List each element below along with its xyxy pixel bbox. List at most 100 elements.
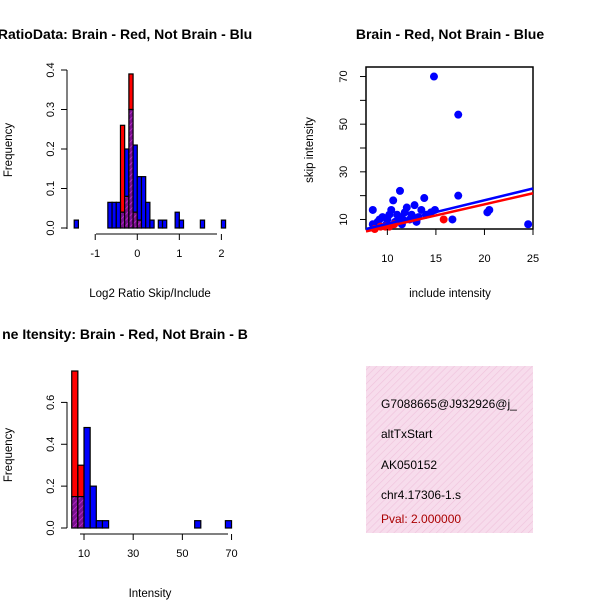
ratio-histogram-bar-blue bbox=[124, 148, 130, 198]
scatter-point-blue bbox=[448, 215, 457, 224]
scatter-point-blue bbox=[395, 186, 404, 195]
scatter-y-ticks: 10 30 50 70 bbox=[338, 70, 366, 226]
info-line-2: altTxStart bbox=[381, 427, 433, 441]
ratio-histogram-bar-overlap bbox=[119, 211, 126, 229]
info-line-3: AK050152 bbox=[381, 458, 437, 472]
ratio-histogram-y-tick-label: 0.2 bbox=[45, 141, 57, 156]
ratio-histogram-bar-blue bbox=[136, 176, 143, 221]
scatter-point-blue bbox=[402, 203, 411, 212]
ratio-histogram-bar-overlap bbox=[128, 108, 134, 229]
scatter-ylabel: skip intensity bbox=[304, 117, 316, 183]
scatter-point-blue bbox=[410, 201, 419, 210]
intensity-histogram-bar-blue bbox=[95, 520, 104, 529]
scatter-point-blue bbox=[454, 191, 463, 200]
scatter-point-blue bbox=[383, 215, 392, 224]
intensity-scatter: Brain - Red, Not Brain - Blue 10 15 20 25 1… bbox=[304, 26, 544, 300]
ratio-histogram-bars bbox=[73, 73, 227, 229]
ratio-histogram-y-tick-label: 0.4 bbox=[45, 62, 57, 77]
intensity-histogram-bar-blue bbox=[83, 426, 91, 529]
scatter-point-blue bbox=[368, 205, 377, 214]
ratio-histogram-bar-blue bbox=[115, 201, 122, 229]
ratio-histogram-bar-blue bbox=[174, 211, 180, 229]
ratio-histogram-bar-blue bbox=[149, 219, 155, 229]
ratio-histogram: RatioData: Brain - Red, Not Brain - Blu … bbox=[0, 26, 252, 300]
intensity-histogram-bar-red bbox=[77, 464, 85, 498]
ratio-histogram-bar-blue bbox=[111, 201, 117, 229]
ratio-histogram-bar-overlap bbox=[124, 195, 130, 229]
ratio-histogram-bar-blue bbox=[178, 219, 185, 229]
ratio-histogram-bar-blue bbox=[132, 144, 138, 213]
scatter-y-tick-label: 10 bbox=[338, 213, 350, 225]
intensity-histogram-xlabel: Intensity bbox=[129, 588, 172, 600]
scatter-point-blue bbox=[420, 194, 429, 203]
scatter-point-blue bbox=[524, 220, 533, 229]
intensity-histogram-x-tick-label: 70 bbox=[225, 548, 237, 560]
ratio-histogram-ylabel: Frequency bbox=[3, 123, 15, 178]
scatter-xlabel: include intensity bbox=[409, 288, 491, 300]
scatter-title: Brain - Red, Not Brain - Blue bbox=[356, 26, 544, 42]
intensity-histogram-bar-blue bbox=[101, 520, 110, 529]
scatter-x-tick-label: 20 bbox=[478, 253, 490, 265]
scatter-plot-box bbox=[365, 66, 534, 230]
ratio-histogram-bar-blue bbox=[220, 219, 227, 229]
ratio-histogram-x-tick-label: -1 bbox=[90, 248, 100, 260]
intensity-histogram-y-tick-label: 0.4 bbox=[45, 437, 57, 452]
scatter-x-tick-label: 15 bbox=[430, 253, 442, 265]
intensity-histogram-bar-red bbox=[71, 370, 79, 498]
intensity-histogram-x-tick-label: 50 bbox=[176, 548, 188, 560]
ratio-histogram-xlabel: Log2 Ratio Skip/Include bbox=[89, 288, 210, 300]
intensity-histogram-bar-blue bbox=[224, 520, 233, 529]
intensity-histogram-bar-blue bbox=[194, 520, 202, 529]
intensity-histogram-y-tick-label: 0.2 bbox=[45, 478, 57, 493]
intensity-histogram-y-ticks: 0.0 0.2 0.4 0.6 bbox=[45, 395, 67, 536]
intensity-histogram-bar-blue bbox=[89, 485, 97, 529]
intensity-histogram-y-tick-label: 0.6 bbox=[45, 395, 57, 410]
intensity-histogram-x-tick-label: 10 bbox=[78, 548, 90, 560]
ratio-histogram-bar-blue bbox=[161, 219, 168, 229]
ratio-histogram-bar-red bbox=[128, 73, 134, 111]
scatter-point-blue bbox=[429, 72, 438, 81]
ratio-histogram-bar-blue bbox=[140, 176, 147, 229]
scatter-x-ticks: 10 15 20 25 bbox=[381, 229, 539, 265]
ratio-histogram-x-ticks: -1 0 1 2 bbox=[90, 234, 224, 260]
ratio-histogram-y-tick-label: 0.1 bbox=[45, 181, 57, 196]
intensity-histogram-ylabel: Frequency bbox=[3, 428, 15, 483]
info-line-4: chr4.17306-1.s bbox=[381, 488, 461, 502]
ratio-histogram-x-tick-label: 2 bbox=[218, 248, 224, 260]
ratio-histogram-bar-blue bbox=[145, 201, 151, 229]
scatter-y-tick-label: 70 bbox=[338, 70, 350, 82]
ratio-histogram-bar-overlap bbox=[136, 219, 143, 229]
ratio-histogram-y-tick-label: 0.3 bbox=[45, 102, 57, 117]
scatter-point-blue bbox=[483, 208, 492, 217]
ratio-histogram-bar-blue bbox=[107, 201, 113, 229]
scatter-point-red bbox=[439, 215, 448, 224]
ratio-histogram-x-tick-label: 1 bbox=[176, 248, 182, 260]
ratio-histogram-bar-overlap bbox=[132, 211, 138, 229]
intensity-histogram: ne Itensity: Brain - Red, Not Brain - B … bbox=[2, 326, 248, 600]
scatter-y-tick-label: 30 bbox=[338, 166, 350, 178]
ratio-histogram-bar-blue bbox=[157, 219, 164, 229]
scatter-x-tick-label: 10 bbox=[381, 253, 393, 265]
ratio-histogram-y-ticks: 0.0 0.1 0.2 0.3 0.4 bbox=[45, 62, 67, 236]
ratio-histogram-y-tick-label: 0.0 bbox=[45, 220, 57, 235]
scatter-fit-blue bbox=[365, 187, 534, 231]
scatter-fit-lines bbox=[365, 187, 534, 233]
scatter-fit-red bbox=[365, 192, 534, 233]
ratio-histogram-bar-red bbox=[119, 124, 126, 213]
intensity-histogram-bars bbox=[71, 370, 233, 529]
scatter-x-tick-label: 25 bbox=[527, 253, 539, 265]
scatter-point-blue bbox=[454, 110, 463, 119]
info-panel-background bbox=[366, 366, 533, 533]
intensity-histogram-bar-overlap bbox=[77, 496, 85, 529]
info-pval: Pval: 2.000000 bbox=[381, 512, 461, 526]
scatter-point-blue bbox=[387, 205, 396, 214]
ratio-histogram-x-tick-label: 0 bbox=[134, 248, 140, 260]
scatter-y-tick-label: 50 bbox=[338, 118, 350, 130]
info-line-1: G7088665@J932926@j_ bbox=[381, 397, 517, 411]
intensity-histogram-x-ticks: 10 30 50 70 bbox=[78, 534, 238, 560]
intensity-histogram-x-tick-label: 30 bbox=[127, 548, 139, 560]
intensity-histogram-bar-overlap bbox=[71, 496, 79, 529]
scatter-point-blue bbox=[389, 196, 398, 205]
intensity-histogram-y-tick-label: 0.0 bbox=[45, 520, 57, 535]
